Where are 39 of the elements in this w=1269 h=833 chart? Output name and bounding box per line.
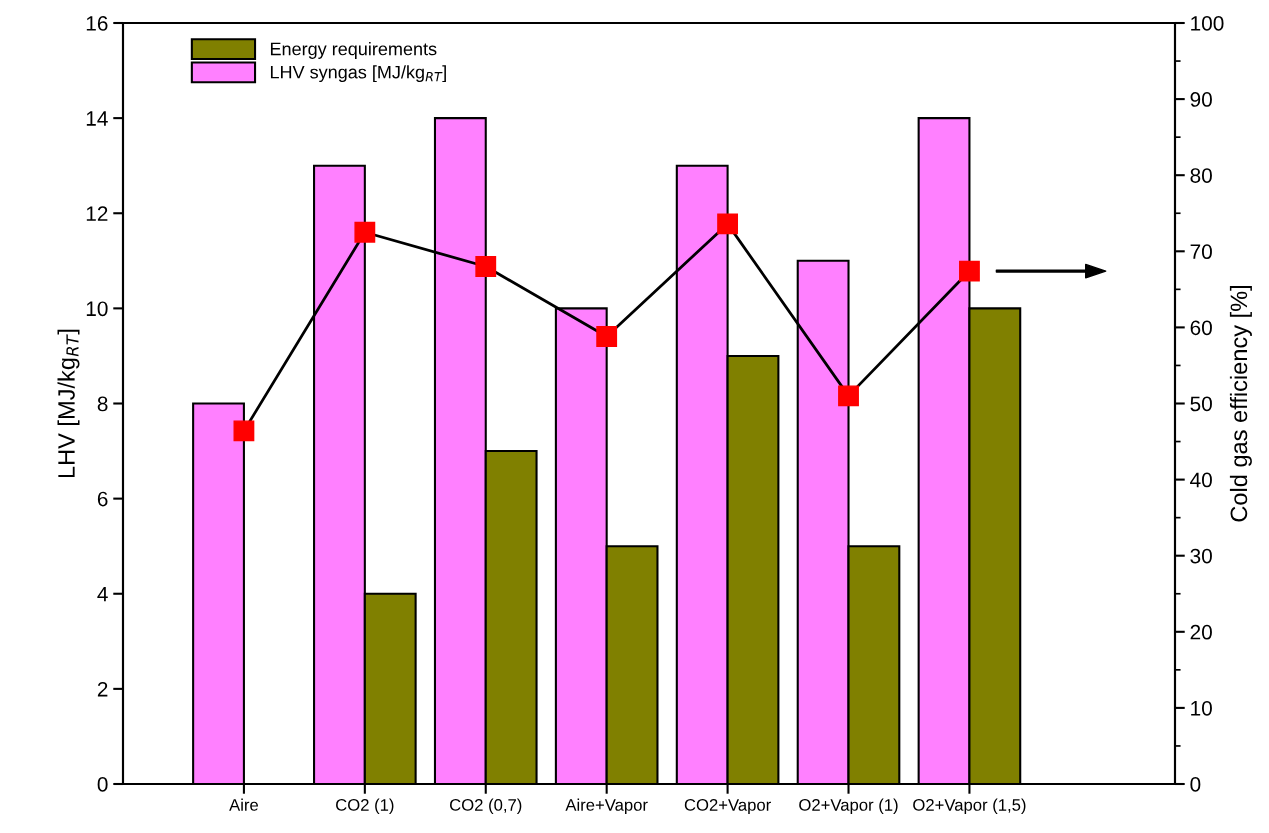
y-tick-label: 8 [97,396,108,412]
legend-label: Energy requirements [270,42,437,59]
y2-tick-label: 20 [1190,624,1212,640]
point [233,420,255,442]
bar [192,402,245,784]
x-tick-label: CO2 (1) [336,798,394,815]
y2-tick-label: 0 [1190,777,1201,792]
x-tick-label: O2+Vapor (1) [799,798,898,815]
y2-tick-label: 90 [1190,92,1212,107]
x-tick-label: Aire [229,798,258,811]
y2-tick-label: 100 [1191,16,1224,31]
y-tick-label: 0 [97,777,108,792]
y-tick-label: 2 [97,681,108,697]
y-tick-label: 14 [86,111,108,126]
x-tick-label: O2+Vapor (1,5) [913,798,1026,815]
point [959,260,980,282]
x-tick-label: CO2+Vapor [684,799,771,815]
point [475,256,497,277]
point [354,221,376,243]
legend-label: LHV syngas [MJ/kg$_{RT}$] [270,65,446,83]
point [838,385,859,407]
x-tick-label: CO2 (0,7) [450,798,522,815]
y2-tick-label: 50 [1190,396,1212,412]
point [596,326,618,347]
y-tick-label: 12 [86,206,108,221]
y-tick-label: 16 [86,16,108,31]
y2-tick-label: 60 [1190,320,1212,336]
y2-axis-title: Cold gas efficiency [%] [1229,285,1252,522]
y-tick-label: 10 [86,301,108,317]
y2-tick-label: 30 [1190,548,1212,564]
point [717,213,739,235]
x-tick-label: Aire+Vapor [565,798,648,815]
y-tick-label: 4 [97,586,108,602]
y-axis-title: LHV [MJ/kg$_{RT}$] [57,329,80,478]
y2-tick-label: 70 [1190,244,1212,260]
y2-tick-label: 10 [1191,700,1212,716]
y-tick-label: 6 [97,491,108,507]
y2-tick-label: 80 [1190,168,1212,183]
y2-tick-label: 40 [1190,472,1212,488]
